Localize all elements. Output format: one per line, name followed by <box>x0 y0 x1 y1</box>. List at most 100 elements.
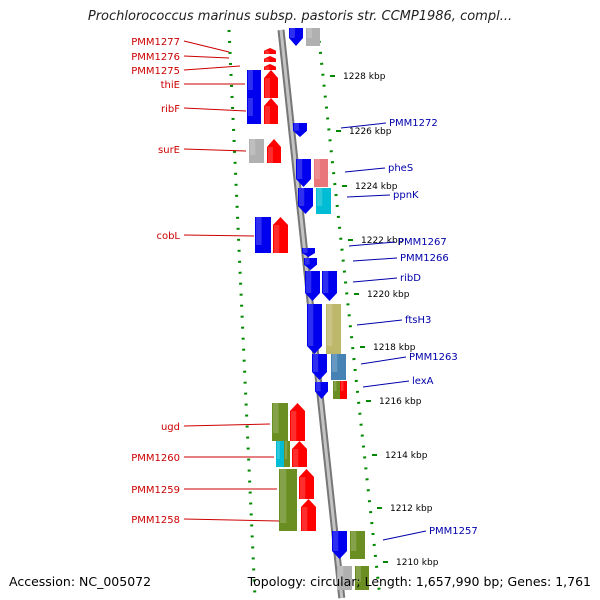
gene-feature-5 <box>264 64 276 70</box>
gene-feature-26 <box>331 354 346 380</box>
gene-label-pheS: pheS <box>388 163 413 174</box>
gene-label-PMM1258: PMM1258 <box>131 515 180 526</box>
gene-label-thiE: thiE <box>161 80 180 91</box>
gene-feature-shine-25 <box>313 354 319 372</box>
gene-feature-shine-20 <box>305 258 310 265</box>
gene-feature-34 <box>292 441 307 467</box>
gene-label-ppnK: ppnK <box>393 190 419 201</box>
gene-feature-shine-34 <box>293 449 299 467</box>
gene-feature-shine-37 <box>302 507 308 531</box>
gene-feature-7 <box>264 70 278 98</box>
gene-feature-17 <box>255 217 271 253</box>
gene-label-surE: surE <box>158 145 180 156</box>
gene-feature-shine-38 <box>333 531 339 551</box>
gene-feature-23 <box>307 304 322 354</box>
leader-line-PMM1277 <box>183 40 230 53</box>
gene-feature-shine-35 <box>280 469 287 523</box>
gene-label-PMM1272: PMM1272 <box>389 118 438 129</box>
gene-feature-shine-26 <box>332 354 338 372</box>
gene-feature-32 <box>276 441 284 467</box>
gene-feature-16 <box>316 188 331 214</box>
gene-feature-shine-22 <box>323 271 329 293</box>
gene-feature-shine-39 <box>351 531 357 551</box>
leader-line-PMM1272 <box>340 122 387 129</box>
map-title: Prochlorococcus marinus subsp. pastoris … <box>87 9 513 24</box>
scale-label: 1212 kbp <box>390 504 433 514</box>
gene-labels: PMM1277 PMM1276 PMM1275 thiE ribF surE cobL ugd… <box>131 37 478 541</box>
gene-feature-38 <box>332 531 347 559</box>
leader-line-pheS <box>344 167 386 173</box>
gene-feature-15 <box>298 188 313 214</box>
gene-feature-6 <box>247 70 261 98</box>
gene-feature-2 <box>306 28 320 46</box>
gene-feature-shine-36 <box>300 477 306 499</box>
gene-feature-shine-13 <box>297 159 303 179</box>
scale-label: 1226 kbp <box>349 127 392 137</box>
dotted-borders <box>227 29 382 599</box>
gene-feature-shine-41 <box>356 566 361 582</box>
gene-feature-35 <box>279 469 297 531</box>
gene-feature-shine-28 <box>334 381 337 391</box>
gene-features <box>247 28 369 590</box>
gene-feature-29 <box>340 381 347 399</box>
scale-label: 1218 kbp <box>373 343 416 353</box>
gene-feature-24 <box>326 304 341 354</box>
leader-line-surE <box>183 148 247 152</box>
gene-feature-shine-12 <box>268 147 273 163</box>
gene-label-ribF: ribF <box>161 104 180 115</box>
leader-line-PMM1258 <box>183 518 280 522</box>
gene-feature-1 <box>289 28 303 46</box>
leader-line-ftsH3 <box>356 319 403 326</box>
gene-feature-18 <box>273 217 288 253</box>
dotted-border-left <box>227 29 257 599</box>
gene-label-PMM1263: PMM1263 <box>409 352 458 363</box>
gene-feature-shine-33 <box>285 441 288 459</box>
leader-line-PMM1275 <box>183 65 241 71</box>
gene-feature-shine-32 <box>277 441 280 459</box>
gene-label-PMM1276: PMM1276 <box>131 52 180 63</box>
gene-feature-shine-21 <box>306 271 312 293</box>
gene-feature-3 <box>264 48 276 54</box>
gene-feature-12 <box>267 139 281 163</box>
scale-label: 1214 kbp <box>385 451 428 461</box>
gene-feature-shine-10 <box>294 123 299 131</box>
gene-feature-22 <box>322 271 337 301</box>
leader-line-ribF <box>183 107 247 112</box>
gene-feature-14 <box>314 159 328 187</box>
gene-feature-shine-18 <box>274 225 280 253</box>
gene-feature-8 <box>247 98 261 124</box>
gene-label-PMM1267: PMM1267 <box>398 237 447 248</box>
gene-feature-37 <box>301 499 316 531</box>
gene-feature-21 <box>305 271 320 301</box>
scale-label: 1220 kbp <box>367 290 410 300</box>
scale-label: 1228 kbp <box>343 72 386 82</box>
gene-label-PMM1277: PMM1277 <box>131 37 180 48</box>
leader-line-PMM1263 <box>360 356 407 365</box>
gene-feature-shine-9 <box>265 106 270 124</box>
gene-feature-shine-1 <box>290 28 295 38</box>
gene-feature-13 <box>296 159 311 187</box>
gene-feature-10 <box>293 123 307 137</box>
gene-feature-shine-30 <box>273 403 279 433</box>
gene-label-PMM1259: PMM1259 <box>131 485 180 496</box>
gene-label-PMM1260: PMM1260 <box>131 453 180 464</box>
gene-feature-shine-8 <box>248 98 253 116</box>
gene-feature-shine-27 <box>316 382 321 392</box>
gene-label-PMM1257: PMM1257 <box>429 526 478 537</box>
leader-line-PMM1267 <box>348 241 396 247</box>
gene-feature-shine-16 <box>317 188 323 206</box>
gene-label-ftsH3: ftsH3 <box>405 315 431 326</box>
gene-feature-shine-4 <box>265 58 270 62</box>
scale-label: 1222 kbp <box>361 236 404 246</box>
gene-feature-20 <box>304 258 317 270</box>
gene-feature-27 <box>315 382 328 399</box>
gene-label-ribD: ribD <box>400 273 421 284</box>
gene-feature-shine-15 <box>299 188 305 206</box>
gene-feature-shine-29 <box>341 381 344 391</box>
gene-feature-36 <box>299 469 314 499</box>
gene-feature-33 <box>284 441 290 467</box>
gene-feature-shine-23 <box>308 304 314 346</box>
gene-label-PMM1275: PMM1275 <box>131 66 180 77</box>
gene-feature-4 <box>264 56 276 62</box>
